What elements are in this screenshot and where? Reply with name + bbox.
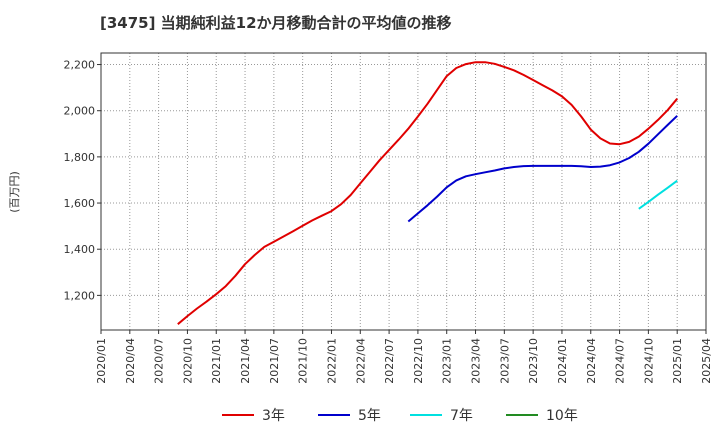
x-tick-label: 2021/07 bbox=[268, 338, 281, 384]
y-axis-ticks: 1,200 1,400 1,600 1,800 2,000 2,200 bbox=[64, 59, 101, 302]
y-tick-label: 1,400 bbox=[64, 243, 96, 256]
chart-title: [3475] 当期純利益12か月移動合計の平均値の推移 bbox=[100, 14, 452, 32]
x-tick-label: 2023/10 bbox=[527, 338, 540, 384]
series-lines bbox=[177, 61, 678, 325]
x-tick-label: 2020/10 bbox=[181, 338, 194, 384]
x-tick-label: 2020/01 bbox=[95, 338, 108, 384]
x-tick-label: 2021/10 bbox=[297, 338, 310, 384]
gridlines bbox=[100, 53, 707, 330]
legend-item-5年: 5年 bbox=[318, 408, 381, 424]
series-line-3年 bbox=[177, 61, 678, 325]
legend-label: 5年 bbox=[358, 408, 381, 424]
x-tick-label: 2022/01 bbox=[325, 338, 338, 384]
legend-label: 3年 bbox=[262, 408, 285, 424]
x-tick-label: 2024/07 bbox=[614, 338, 627, 384]
x-axis-ticks: 2020/01 2020/04 2020/07 2020/10 2021/01 2021/… bbox=[95, 330, 713, 384]
x-tick-label: 2023/07 bbox=[498, 338, 511, 384]
x-tick-label: 2021/01 bbox=[210, 338, 223, 384]
x-tick-label: 2020/07 bbox=[153, 338, 166, 384]
x-tick-label: 2022/10 bbox=[412, 338, 425, 384]
y-tick-label: 1,600 bbox=[64, 197, 96, 210]
plot-frame bbox=[100, 52, 707, 331]
x-tick-label: 2022/07 bbox=[383, 338, 396, 384]
x-tick-label: 2021/04 bbox=[239, 338, 252, 384]
legend-label: 10年 bbox=[546, 408, 578, 424]
x-tick-label: 2025/01 bbox=[671, 338, 684, 384]
x-tick-label: 2023/01 bbox=[441, 338, 454, 384]
x-tick-label: 2024/01 bbox=[556, 338, 569, 384]
series-line-7年 bbox=[638, 179, 678, 210]
y-tick-label: 2,200 bbox=[64, 59, 96, 72]
x-tick-label: 2022/04 bbox=[354, 338, 367, 384]
y-tick-label: 1,800 bbox=[64, 151, 96, 164]
legend-item-3年: 3年 bbox=[222, 408, 285, 424]
x-tick-label: 2024/10 bbox=[642, 338, 655, 384]
y-tick-label: 2,000 bbox=[64, 105, 96, 118]
x-tick-label: 2023/04 bbox=[470, 338, 483, 384]
legend: 3年 5年 7年 10年 bbox=[222, 408, 578, 424]
legend-item-7年: 7年 bbox=[410, 408, 473, 424]
x-tick-label: 2020/04 bbox=[124, 338, 137, 384]
x-tick-label: 2025/04 bbox=[700, 338, 713, 384]
series-line-5年 bbox=[407, 115, 678, 223]
legend-item-10年: 10年 bbox=[506, 408, 578, 424]
y-axis-label: (百万円) bbox=[8, 171, 21, 213]
x-tick-label: 2024/04 bbox=[585, 338, 598, 384]
y-tick-label: 1,200 bbox=[64, 289, 96, 302]
legend-label: 7年 bbox=[450, 408, 473, 424]
